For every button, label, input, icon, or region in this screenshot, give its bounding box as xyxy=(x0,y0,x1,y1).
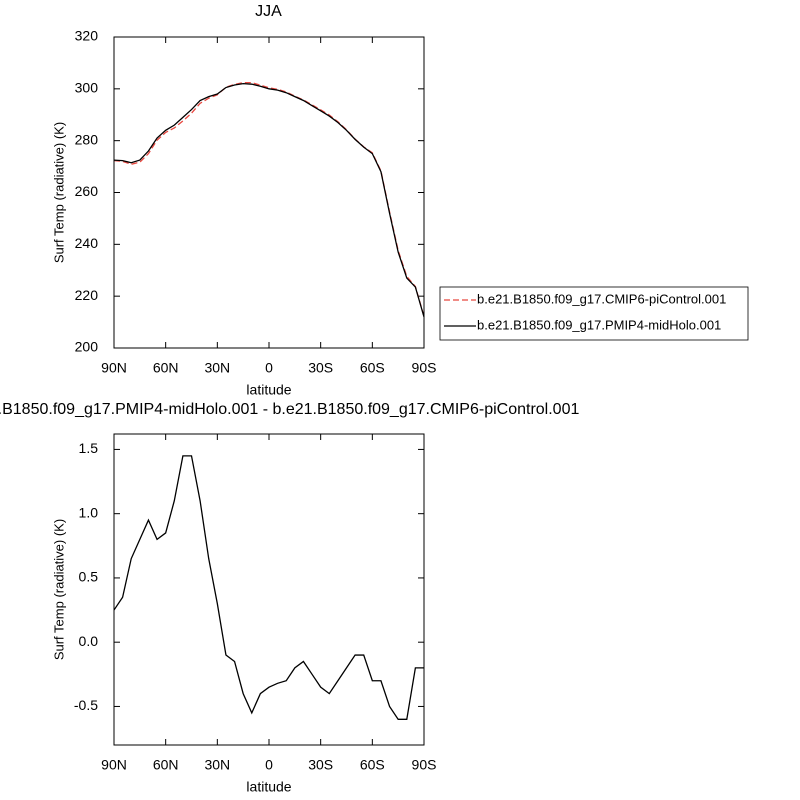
x-tick-label: 60S xyxy=(360,757,385,773)
y-tick-label: 0.5 xyxy=(79,569,99,585)
y-axis-label: Surf Temp (radiative) (K) xyxy=(51,519,66,660)
y-tick-label: 1.0 xyxy=(79,504,99,520)
y-tick-label: 240 xyxy=(75,235,99,251)
y-tick-label: 220 xyxy=(75,287,99,303)
x-tick-label: 0 xyxy=(265,360,273,376)
x-tick-label: 30N xyxy=(204,757,230,773)
plot-frame xyxy=(113,433,425,746)
y-tick-label: 260 xyxy=(75,183,99,199)
x-axis-label: latitude xyxy=(246,779,291,795)
plot-frame xyxy=(113,36,425,349)
x-tick-label: 60N xyxy=(153,757,179,773)
x-tick-label: 90N xyxy=(101,757,127,773)
legend-label: b.e21.B1850.f09_g17.PMIP4-midHolo.001 xyxy=(477,317,721,332)
x-tick-label: 90S xyxy=(412,360,437,376)
y-tick-label: 0.0 xyxy=(79,633,99,649)
x-tick-label: 30S xyxy=(308,360,333,376)
data-line xyxy=(113,455,424,720)
x-tick-label: 30N xyxy=(204,360,230,376)
chart-title: JJA xyxy=(255,3,282,20)
y-tick-label: 320 xyxy=(75,28,99,44)
x-axis-label: latitude xyxy=(246,382,291,398)
y-axis-label: Surf Temp (radiative) (K) xyxy=(51,122,66,263)
x-tick-label: 90N xyxy=(101,360,127,376)
y-tick-label: 300 xyxy=(75,80,99,96)
y-tick-label: 200 xyxy=(75,339,99,355)
y-tick-label: 280 xyxy=(75,131,99,147)
x-tick-label: 90S xyxy=(412,757,437,773)
y-tick-label: -0.5 xyxy=(74,697,98,713)
legend-box xyxy=(439,286,749,341)
chart-title: b.e21.B1850.f09_g17.PMIP4-midHolo.001 - … xyxy=(0,401,579,418)
x-tick-label: 60N xyxy=(153,360,179,376)
y-tick-label: 1.5 xyxy=(79,440,99,456)
x-tick-label: 30S xyxy=(308,757,333,773)
data-line xyxy=(113,82,425,318)
x-tick-label: 60S xyxy=(360,360,385,376)
legend-label: b.e21.B1850.f09_g17.CMIP6-piControl.001 xyxy=(477,291,726,306)
data-line xyxy=(113,81,425,317)
x-tick-label: 0 xyxy=(265,757,273,773)
